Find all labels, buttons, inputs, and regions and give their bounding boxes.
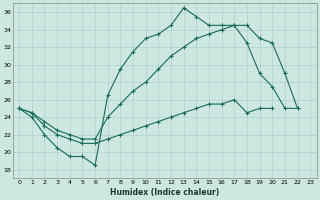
X-axis label: Humidex (Indice chaleur): Humidex (Indice chaleur) (110, 188, 219, 197)
